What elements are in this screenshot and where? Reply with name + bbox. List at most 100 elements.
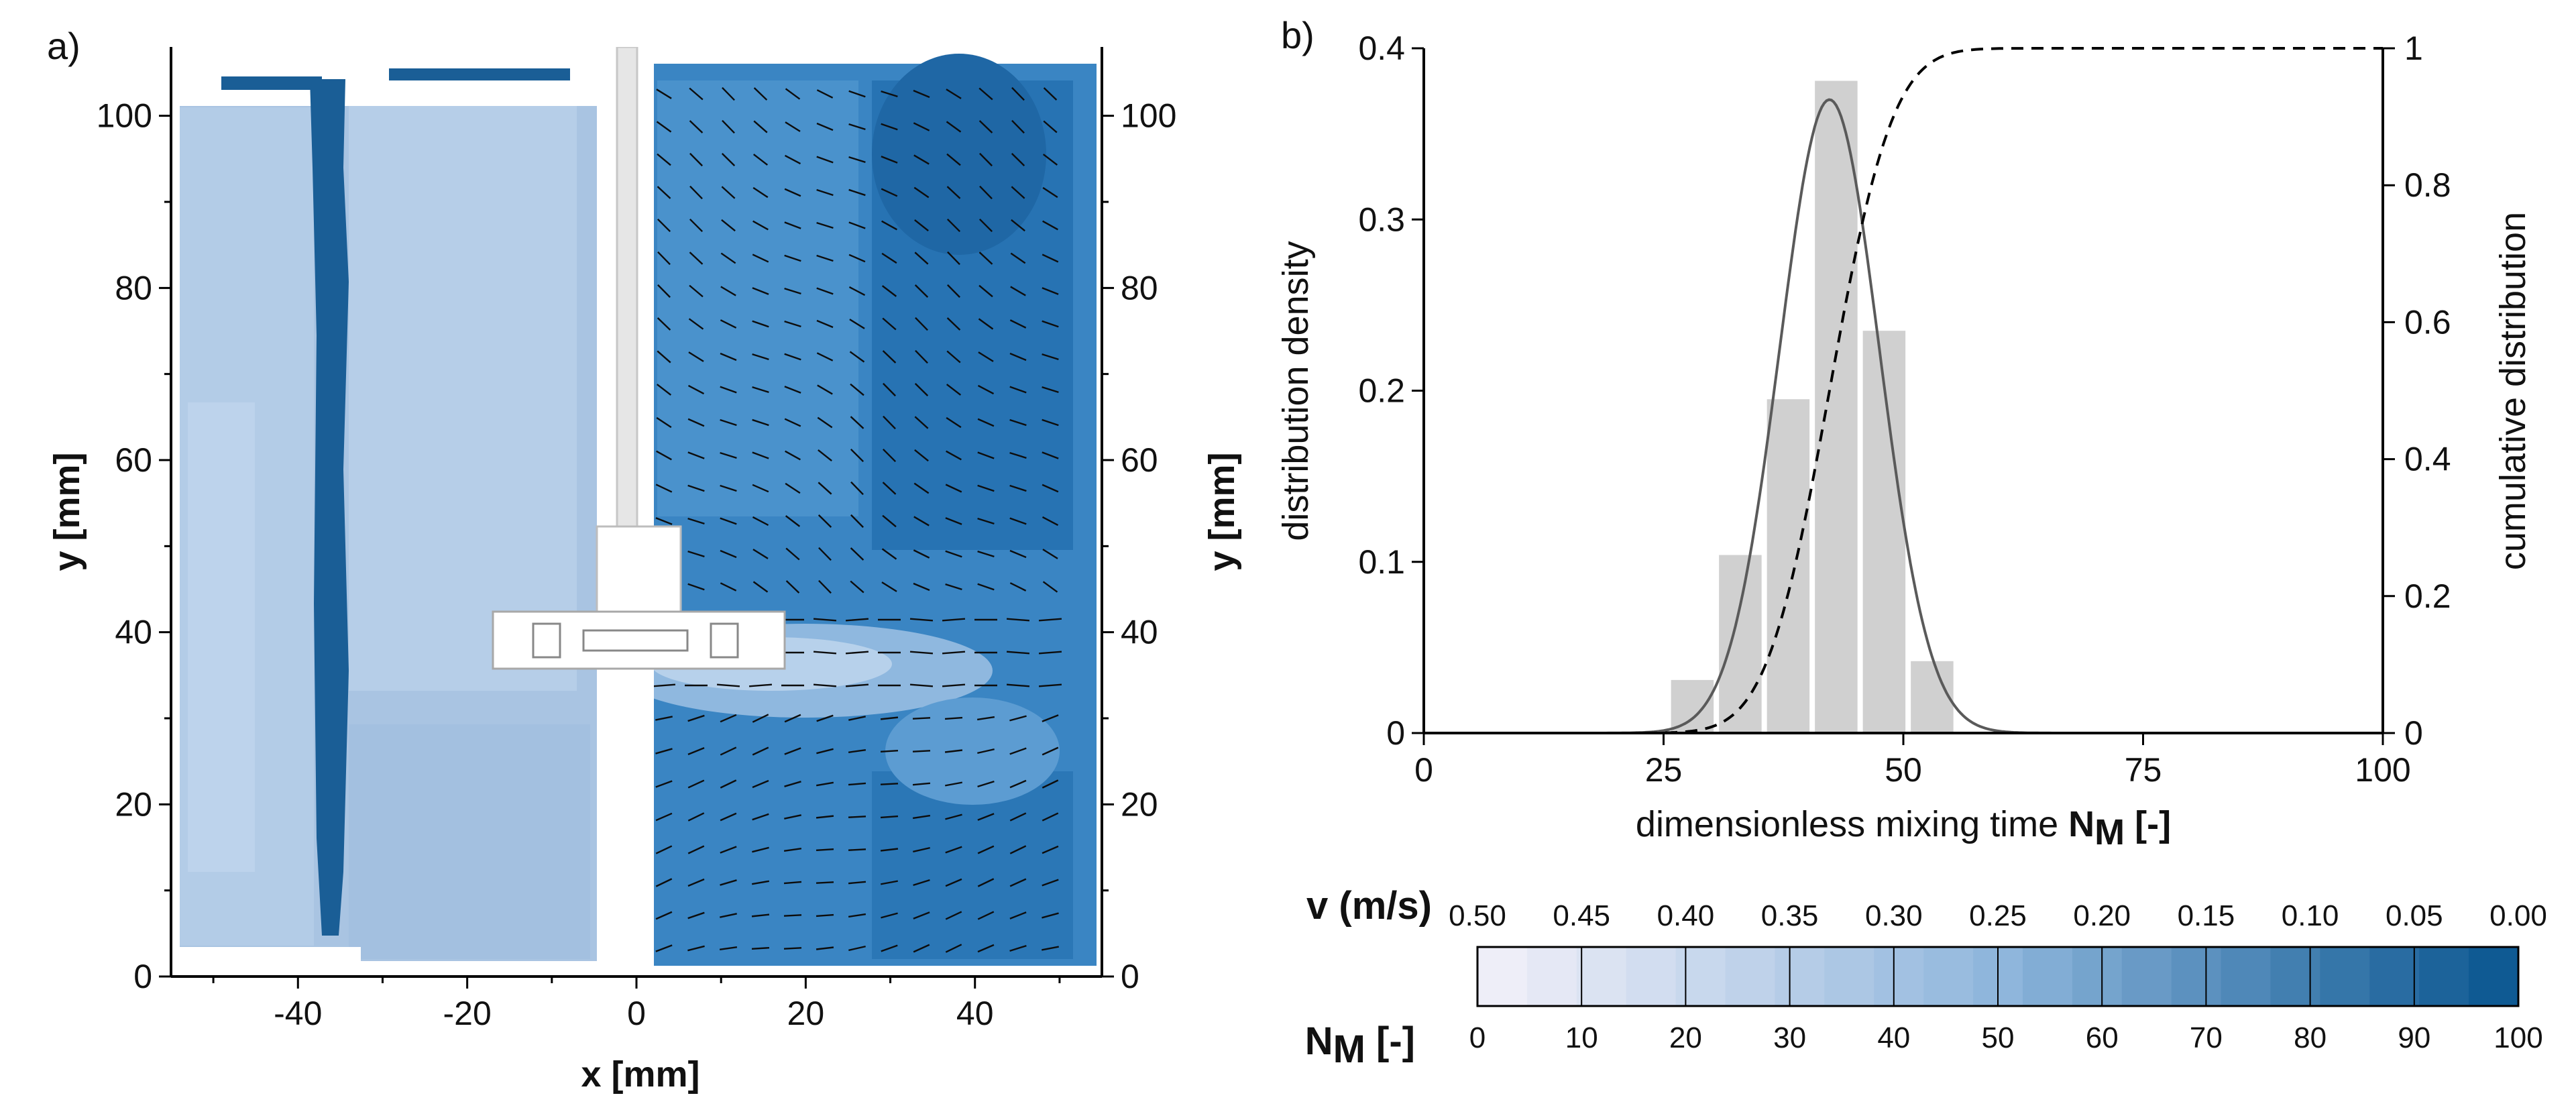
panel-b-x-label-sub: M [2094, 812, 2125, 852]
velocity-vector [720, 484, 737, 492]
panel-a-y-tick-label-left: 60 [115, 441, 152, 479]
velocity-vector [720, 286, 736, 296]
velocity-vector [883, 415, 896, 430]
velocity-vector [818, 547, 832, 561]
impeller-center [582, 629, 689, 652]
colorbar-cell [1923, 947, 1974, 1006]
velocity-vector [720, 352, 737, 361]
velocity-vector [850, 448, 864, 463]
velocity-vector [880, 880, 899, 885]
panel-a-x-tick-label: -20 [443, 995, 492, 1032]
velocity-vector [845, 683, 869, 687]
panel-b-y-tick-label-right: 0.6 [2404, 303, 2451, 341]
velocity-vector [655, 845, 673, 854]
velocity-vector [687, 878, 705, 887]
velocity-vector [752, 581, 769, 593]
velocity-vectors [652, 87, 1062, 953]
velocity-vector [944, 716, 963, 720]
velocity-vector [687, 451, 705, 459]
panel-b-y-tick-label-left: 0 [1386, 714, 1405, 752]
velocity-vector [945, 484, 962, 493]
velocity-vector [914, 284, 929, 298]
velocity-vector [720, 386, 737, 394]
colorbar-v-tick-label: 0.35 [1761, 899, 1819, 932]
velocity-vector [977, 944, 995, 953]
colorbar-nm-tick-label: 10 [1565, 1021, 1598, 1054]
velocity-vector [656, 121, 672, 133]
colorbar-v-tick-label: 0.25 [1969, 899, 2027, 932]
velocity-vector [657, 350, 671, 364]
velocity-vector [977, 451, 995, 459]
velocity-vector [945, 944, 962, 953]
velocity-vector [720, 252, 736, 264]
velocity-vector [977, 878, 995, 887]
velocity-vector [913, 516, 930, 526]
velocity-vector [977, 845, 995, 854]
velocity-vector [689, 284, 704, 298]
panel-b-x-tick-label: 50 [1885, 751, 1922, 789]
velocity-vector [784, 188, 801, 197]
velocity-vector [1009, 582, 1027, 592]
velocity-vector [850, 547, 864, 561]
velocity-vector [1042, 516, 1059, 526]
velocity-vector [689, 120, 704, 133]
velocity-vector [881, 123, 898, 131]
panel-b-y-tick-label-right: 1 [2404, 30, 2423, 67]
panel-b-y-ticks-right: 0 0.2 0.4 0.6 0.8 1 [2383, 30, 2451, 752]
velocity-vector [1038, 683, 1062, 687]
velocity-vector [1009, 779, 1027, 789]
velocity-vector [914, 383, 929, 396]
nm-bottom-gap [180, 947, 361, 967]
velocity-vector [945, 846, 962, 854]
colorbar-v-tick-label: 0.30 [1865, 899, 1923, 932]
velocity-vector [657, 218, 671, 233]
velocity-vector [945, 583, 962, 591]
velocity-vector [1043, 120, 1058, 133]
velocity-vector [979, 152, 993, 167]
velocity-vector [752, 484, 769, 493]
velocity-vector [978, 218, 993, 233]
velocity-vector [914, 416, 929, 429]
panel-a-y-tick-label-right: 80 [1121, 269, 1158, 306]
velocity-vector [687, 945, 705, 952]
velocity-vector [913, 154, 930, 165]
velocity-vector [1010, 286, 1026, 296]
velocity-vector [913, 89, 930, 99]
velocity-vector [784, 814, 801, 820]
colorbar-nm-symbol: N [1305, 1019, 1333, 1063]
histogram-bar [1671, 679, 1714, 733]
colorbar-v-tick-label: 0.50 [1449, 899, 1506, 932]
colorbar-cell [1874, 947, 1924, 1006]
velocity-vector [816, 319, 834, 329]
colorbar-nm-tick-label: 20 [1669, 1021, 1702, 1054]
velocity-vector [752, 516, 769, 526]
velocity-vector [848, 881, 866, 885]
velocity-vector [848, 913, 866, 918]
velocity-vector [881, 912, 898, 919]
panel-a-y-tick-label-right: 40 [1121, 614, 1158, 651]
velocity-vector [1043, 87, 1058, 101]
panel-a-y-label-left: y [mm] [47, 452, 87, 571]
velocity-vector [784, 714, 801, 723]
velocity-vector [752, 254, 769, 263]
histogram-bars [1671, 80, 1954, 734]
contour-field [180, 47, 1097, 976]
nm-region-upper [349, 101, 577, 691]
panel-b-x-tick-label: 25 [1645, 751, 1683, 789]
colorbar: v (m/s) NM [-] 0.50 0.45 0.40 0.35 0.30 0.25 0… [1305, 884, 2547, 1071]
velocity-vector [945, 911, 962, 920]
impeller-blade-right [710, 622, 739, 659]
panel-b-y-label-right: cumulative distribution [2493, 212, 2533, 570]
velocity-vector [979, 185, 993, 200]
velocity-vector [722, 119, 735, 134]
nm-region-lower [349, 724, 590, 959]
histogram-bar [1767, 399, 1810, 733]
velocity-vector [1006, 683, 1030, 687]
velocity-vector [1009, 715, 1027, 722]
colorbar-cell [1824, 947, 1874, 1006]
velocity-vector [1042, 154, 1058, 166]
velocity-vector [882, 482, 897, 495]
velocity-vector [1042, 353, 1059, 361]
velocity-vector [816, 122, 834, 131]
velocity-vector [849, 351, 865, 363]
